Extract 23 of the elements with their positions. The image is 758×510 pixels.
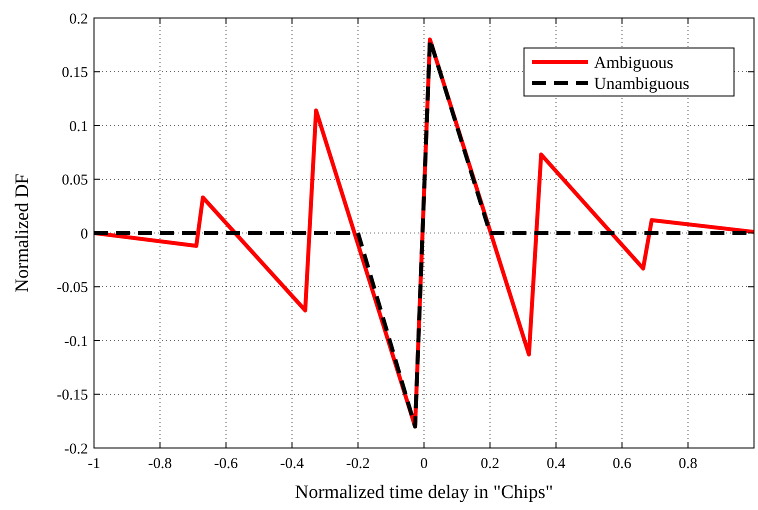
x-tick-label: -1 xyxy=(88,456,100,472)
y-tick-label: 0.2 xyxy=(69,11,88,28)
x-axis-title: Normalized time delay in "Chips" xyxy=(294,482,554,503)
legend-label: Unambiguous xyxy=(594,74,690,93)
x-tick-label: -0.2 xyxy=(346,456,370,472)
y-tick-label: -0.1 xyxy=(64,334,88,350)
x-tick-label: -0.6 xyxy=(214,456,238,472)
y-tick-label: -0.05 xyxy=(56,280,88,296)
x-tick-label: 0.8 xyxy=(678,456,698,472)
x-tick-label: -0.4 xyxy=(280,456,304,472)
x-tick-label: 0.4 xyxy=(546,456,566,472)
x-tick-label: 0.2 xyxy=(480,456,500,472)
x-tick-label: -0.8 xyxy=(148,456,172,472)
legend-label: Ambiguous xyxy=(594,52,674,72)
y-tick-label: -0.15 xyxy=(56,388,88,404)
y-tick-label: 0 xyxy=(80,226,88,242)
y-tick-label: -0.2 xyxy=(64,441,88,458)
x-tick-label: 0.6 xyxy=(612,456,632,472)
y-axis-title: Normalized DF xyxy=(12,174,33,292)
y-tick-label: 0.15 xyxy=(62,65,88,81)
y-tick-label: 0.1 xyxy=(69,118,88,135)
y-tick-label: 0.05 xyxy=(62,172,88,188)
x-tick-label: 0 xyxy=(420,456,428,472)
